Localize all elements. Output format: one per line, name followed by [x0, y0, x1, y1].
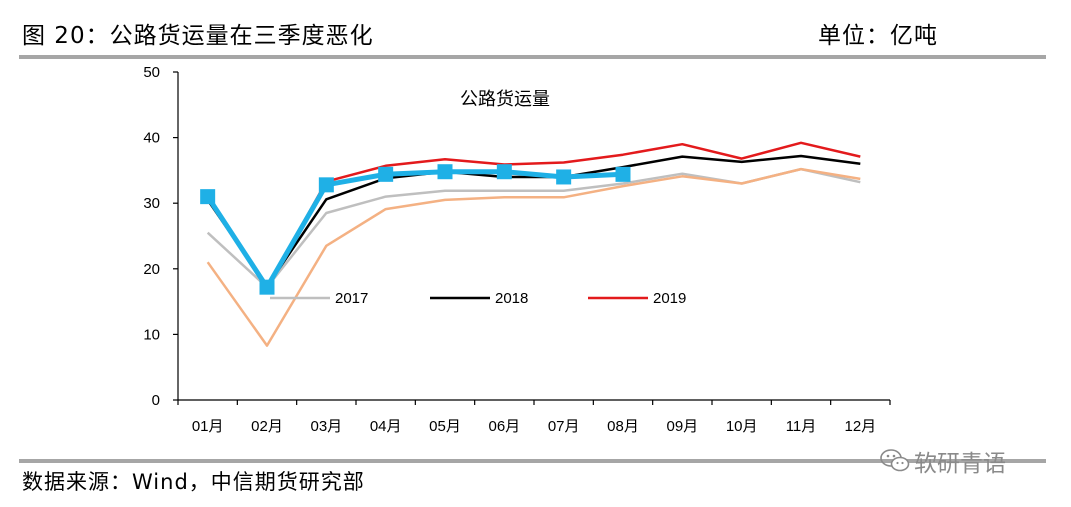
x-tick-label: 05月 — [429, 418, 461, 435]
chart-axes: 0 10 20 30 40 50 01月 02月 03月 04月 05月 06月 07月 08月 09月 10… — [143, 64, 891, 435]
y-tick-label: 50 — [143, 64, 160, 81]
x-tick-label: 08月 — [607, 418, 639, 435]
x-tick-label: 10月 — [726, 418, 758, 435]
y-tick-label: 20 — [143, 261, 160, 278]
data-point-marker — [437, 164, 453, 180]
top-divider — [19, 55, 1046, 59]
x-tick-label: 06月 — [488, 418, 520, 435]
bottom-divider — [19, 459, 1046, 463]
chart-title: 公路货运量 — [460, 89, 550, 110]
data-point-marker — [378, 166, 394, 182]
wechat-icon — [880, 449, 910, 472]
x-tick-label: 02月 — [251, 418, 283, 435]
legend-label-2017: 2017 — [335, 290, 368, 307]
y-tick-label: 0 — [152, 392, 160, 409]
x-tick-label: 07月 — [548, 418, 580, 435]
y-tick-label: 30 — [143, 195, 160, 212]
figure-header: 图 20：公路货运量在三季度恶化 单位：亿吨 — [0, 0, 1071, 58]
data-point-marker — [259, 279, 275, 295]
data-point-marker — [496, 164, 512, 180]
source-note: 数据来源：Wind，中信期货研究部 — [22, 470, 365, 494]
data-point-marker — [556, 169, 572, 185]
series-line-unnamed-4 — [205, 169, 624, 290]
unit-label: 单位：亿吨 — [818, 23, 938, 49]
data-point-marker — [615, 166, 631, 182]
x-tick-label: 04月 — [370, 418, 402, 435]
x-tick-label: 09月 — [666, 418, 698, 435]
data-point-marker — [200, 189, 216, 205]
series-line-2018 — [206, 154, 861, 288]
y-tick-label: 10 — [143, 326, 160, 343]
x-tick-label: 03月 — [310, 418, 342, 435]
data-point-marker — [318, 177, 334, 193]
series-line-2019 — [206, 141, 861, 289]
watermark: 软研青语 — [880, 444, 1006, 478]
watermark-text: 软研青语 — [914, 451, 1006, 477]
legend-label-2019: 2019 — [653, 290, 686, 307]
figure-title: 图 20：公路货运量在三季度恶化 — [22, 23, 374, 49]
chart-legend: 2017 2018 2019 — [270, 290, 686, 307]
x-tick-label: 12月 — [844, 418, 876, 435]
series-line-unnamed-3 — [206, 167, 861, 347]
chart-series — [200, 141, 861, 347]
x-tick-label: 11月 — [786, 418, 817, 435]
legend-label-2018: 2018 — [495, 290, 528, 307]
x-tick-label: 01月 — [192, 418, 224, 435]
y-tick-label: 40 — [143, 130, 160, 147]
